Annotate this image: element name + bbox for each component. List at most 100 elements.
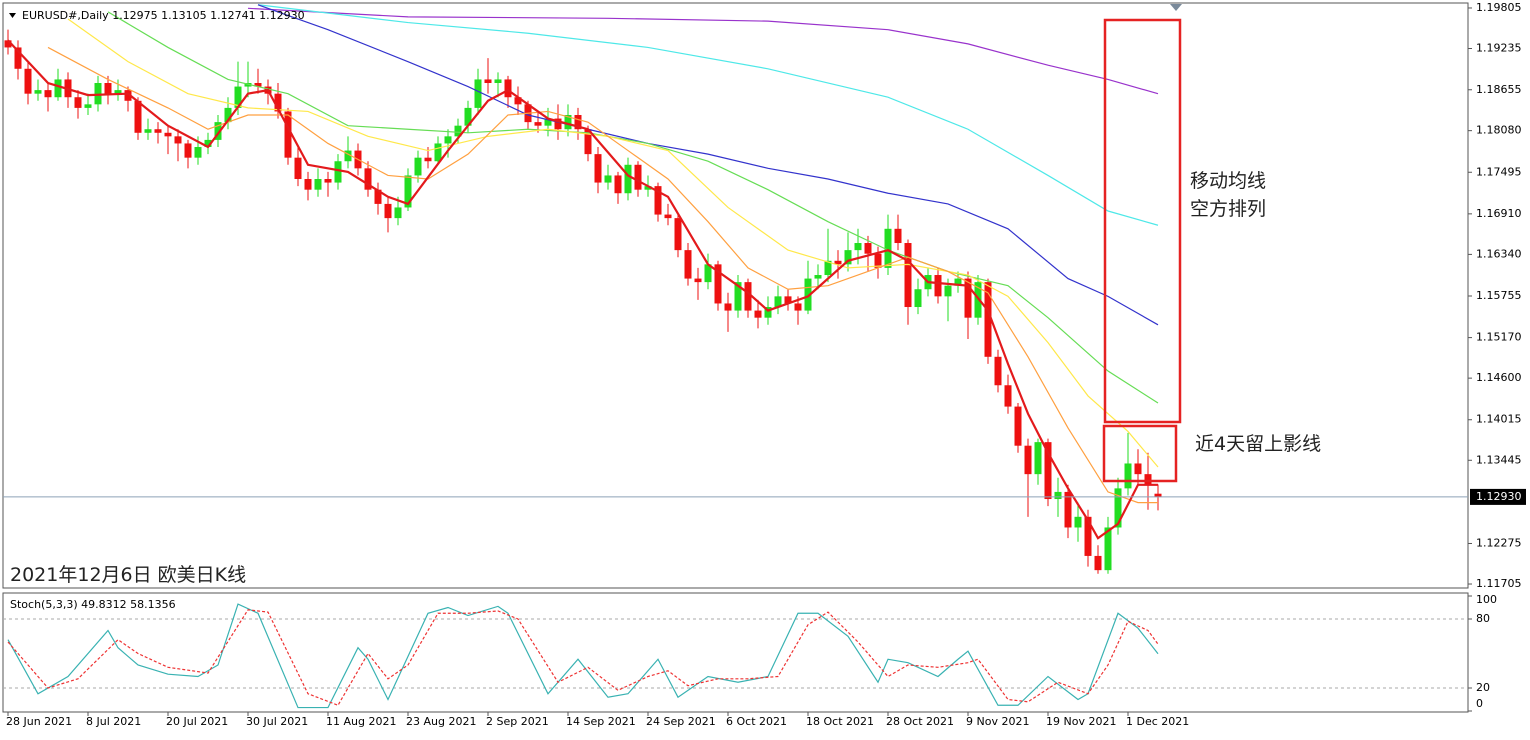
candle-body: [1044, 442, 1052, 500]
candle-body: [394, 207, 402, 219]
candle-body: [234, 86, 242, 108]
candle-body: [324, 179, 332, 183]
candle-body: [104, 83, 112, 94]
candle-body: [1104, 527, 1112, 571]
moving-average: [47, 46, 1158, 504]
candle-body: [364, 168, 372, 190]
candle-body: [1004, 385, 1012, 407]
y-tick-label: 80: [1476, 612, 1490, 625]
candle-body: [34, 90, 42, 94]
candle-body: [794, 303, 802, 311]
candle-body: [44, 90, 52, 98]
candle-body: [584, 129, 592, 155]
candle-body: [1124, 463, 1132, 489]
candle-body: [384, 203, 392, 219]
y-tick-label: 1.12275: [1476, 536, 1522, 549]
candle-body: [654, 186, 662, 215]
candle-body: [144, 129, 152, 133]
candle-body: [14, 47, 22, 69]
candle-body: [534, 122, 542, 126]
y-tick-label: 1.15170: [1476, 331, 1522, 344]
candle-body: [984, 282, 992, 357]
candle-body: [574, 115, 582, 130]
candle-body: [644, 186, 652, 190]
y-tick-label: 100: [1476, 593, 1497, 606]
candle-body: [624, 164, 632, 194]
candle-body: [304, 179, 312, 190]
moving-average: [247, 7, 1159, 95]
y-tick-label: 0: [1476, 697, 1483, 710]
candle-body: [594, 154, 602, 183]
candle-body: [194, 147, 202, 158]
candle-body: [964, 278, 972, 318]
candle-body: [154, 129, 162, 133]
x-tick-label: 24 Sep 2021: [646, 715, 716, 728]
candle-body: [1024, 445, 1032, 475]
y-tick-label: 1.13445: [1476, 453, 1522, 466]
candle-body: [784, 296, 792, 304]
x-tick-label: 30 Jul 2021: [246, 715, 308, 728]
candle-body: [1154, 493, 1162, 497]
candle-body: [514, 97, 522, 105]
candle-body: [1134, 463, 1142, 475]
candle-body: [914, 289, 922, 308]
candle-body: [274, 93, 282, 112]
moving-average: [257, 4, 1159, 226]
candle-body: [24, 68, 32, 94]
candle-body: [694, 278, 702, 283]
candle-body: [944, 285, 952, 297]
candle-body: [844, 250, 852, 265]
candle-body: [664, 214, 672, 219]
candle-body: [464, 107, 472, 126]
candle-body: [84, 104, 92, 108]
candle-body: [444, 136, 452, 144]
candle-body: [1094, 555, 1102, 571]
x-tick-label: 11 Aug 2021: [326, 715, 396, 728]
candle-body: [284, 111, 292, 158]
candle-body: [604, 175, 612, 183]
candle-body: [1084, 516, 1092, 556]
candle-body: [454, 125, 462, 137]
y-tick-label: 1.17495: [1476, 165, 1522, 178]
x-tick-label: 2 Sep 2021: [486, 715, 549, 728]
y-tick-label: 1.18080: [1476, 124, 1522, 137]
candle-body: [224, 107, 232, 123]
chart-title: EURUSD#,Daily 1.12975 1.13105 1.12741 1.…: [22, 9, 305, 22]
moving-average: [257, 4, 1159, 326]
candle-body: [1014, 406, 1022, 446]
annotation: 空方排列: [1190, 198, 1266, 220]
candle-body: [494, 79, 502, 84]
candle-body: [344, 150, 352, 162]
x-tick-label: 19 Nov 2021: [1046, 715, 1116, 728]
candle-body: [634, 164, 642, 190]
candle-body: [724, 303, 732, 311]
moving-average: [107, 11, 1159, 404]
x-tick-label: 20 Jul 2021: [166, 715, 228, 728]
candle-body: [184, 143, 192, 158]
candle-body: [734, 282, 742, 311]
x-tick-label: 14 Sep 2021: [566, 715, 636, 728]
y-tick-label: 1.14015: [1476, 413, 1522, 426]
candle-body: [1064, 491, 1072, 528]
y-tick-label: 1.16340: [1476, 247, 1522, 260]
candle-body: [804, 278, 812, 311]
indicator-line: [7, 609, 1159, 706]
candle-body: [1114, 488, 1122, 528]
x-tick-label: 28 Oct 2021: [886, 715, 954, 728]
candle-body: [874, 253, 882, 268]
menu-arrow: [9, 13, 16, 18]
candle-body: [954, 278, 962, 286]
candle-body: [334, 161, 342, 183]
candle-body: [254, 83, 262, 87]
x-tick-label: 18 Oct 2021: [806, 715, 874, 728]
candle-body: [824, 260, 832, 276]
y-tick-label: 1.19805: [1476, 1, 1522, 14]
candle-body: [864, 243, 872, 254]
candle-body: [54, 79, 62, 98]
candle-body: [904, 243, 912, 308]
y-tick-label: 1.18655: [1476, 83, 1522, 96]
candle-body: [1074, 516, 1082, 528]
moving-average: [7, 39, 1158, 540]
